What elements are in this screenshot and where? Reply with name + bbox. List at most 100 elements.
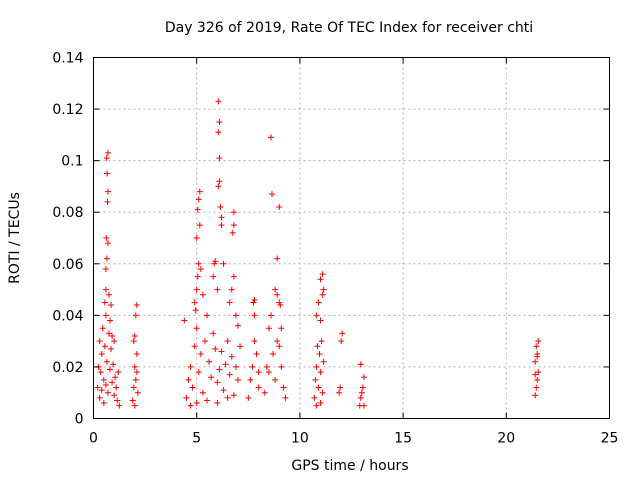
data-point (105, 330, 112, 337)
data-point (201, 338, 208, 345)
data-point (191, 299, 198, 306)
y-tick-label: 0.08 (52, 205, 83, 221)
data-point (131, 363, 138, 370)
data-point (222, 361, 229, 368)
data-point (104, 149, 111, 156)
data-point (251, 296, 258, 303)
data-point (220, 260, 227, 267)
data-point (208, 374, 215, 381)
data-point (197, 351, 204, 358)
data-point (199, 291, 206, 298)
data-point (357, 394, 364, 401)
data-point (108, 345, 115, 352)
data-point (218, 214, 225, 221)
data-point (133, 302, 140, 309)
data-point (237, 343, 244, 350)
data-point (313, 312, 320, 319)
x-tick-label: 10 (291, 431, 309, 447)
data-point (317, 276, 324, 283)
data-point (268, 134, 275, 141)
data-point (317, 400, 324, 407)
y-axis-label: ROTI / TECUs (7, 192, 23, 284)
data-point (102, 381, 109, 388)
data-point (337, 384, 344, 391)
data-point (130, 384, 137, 391)
data-point (311, 394, 318, 401)
data-point (196, 222, 203, 229)
data-point (104, 198, 111, 205)
data-point (357, 361, 364, 368)
data-point (114, 397, 121, 404)
data-point (196, 188, 203, 195)
x-tick-label: 25 (601, 431, 619, 447)
data-point (253, 351, 260, 358)
data-point (101, 343, 108, 350)
x-tick-label: 0 (89, 431, 98, 447)
data-point (96, 394, 103, 401)
data-point (218, 222, 225, 229)
data-point (210, 330, 217, 337)
data-point (313, 402, 320, 409)
data-point (282, 394, 289, 401)
data-point (212, 258, 219, 265)
data-point (109, 332, 116, 339)
data-point (229, 229, 236, 236)
data-point (215, 98, 222, 105)
data-point (97, 369, 104, 376)
data-point (338, 338, 345, 345)
data-point (102, 286, 109, 293)
data-point (216, 366, 223, 373)
data-point (105, 291, 112, 298)
data-point (268, 312, 275, 319)
data-point (277, 302, 284, 309)
data-point (226, 299, 233, 306)
data-point (98, 387, 105, 394)
data-point (319, 291, 326, 298)
data-point (104, 170, 111, 177)
data-point (280, 384, 287, 391)
data-point (193, 235, 200, 241)
data-point (315, 299, 322, 306)
data-point (278, 325, 285, 332)
data-point (318, 338, 325, 345)
data-point (111, 338, 118, 345)
data-point (532, 392, 539, 399)
data-point (212, 345, 219, 352)
data-point (533, 384, 540, 391)
data-point (250, 299, 257, 306)
y-tick-label: 0.06 (52, 257, 83, 273)
data-point (100, 376, 107, 383)
data-point (194, 206, 201, 213)
data-point (255, 384, 262, 391)
data-point (532, 358, 539, 365)
x-axis-label: GPS time / hours (291, 458, 408, 474)
data-point (100, 400, 107, 407)
chart-title: Day 326 of 2019, Rate Of TEC Index for r… (165, 20, 533, 36)
data-point (274, 338, 281, 345)
data-point (224, 394, 231, 401)
y-tick-label: 0.12 (52, 102, 83, 118)
data-point (194, 273, 201, 280)
data-point (130, 338, 137, 345)
data-point (206, 358, 213, 365)
data-point (103, 235, 110, 241)
data-point (102, 312, 109, 319)
data-point (104, 240, 111, 247)
data-point (195, 369, 202, 376)
data-point (312, 376, 319, 383)
data-point (317, 369, 324, 376)
data-point (360, 402, 367, 409)
data-point (320, 358, 327, 365)
data-point (215, 129, 222, 136)
data-point (359, 384, 366, 391)
data-point (133, 351, 140, 358)
data-point (110, 361, 117, 368)
data-point (192, 307, 199, 314)
data-point (113, 384, 120, 391)
data-point (133, 369, 140, 376)
data-point (276, 204, 283, 211)
data-point (94, 384, 101, 391)
data-points (94, 98, 542, 409)
data-point (319, 271, 326, 278)
data-point (270, 351, 277, 358)
